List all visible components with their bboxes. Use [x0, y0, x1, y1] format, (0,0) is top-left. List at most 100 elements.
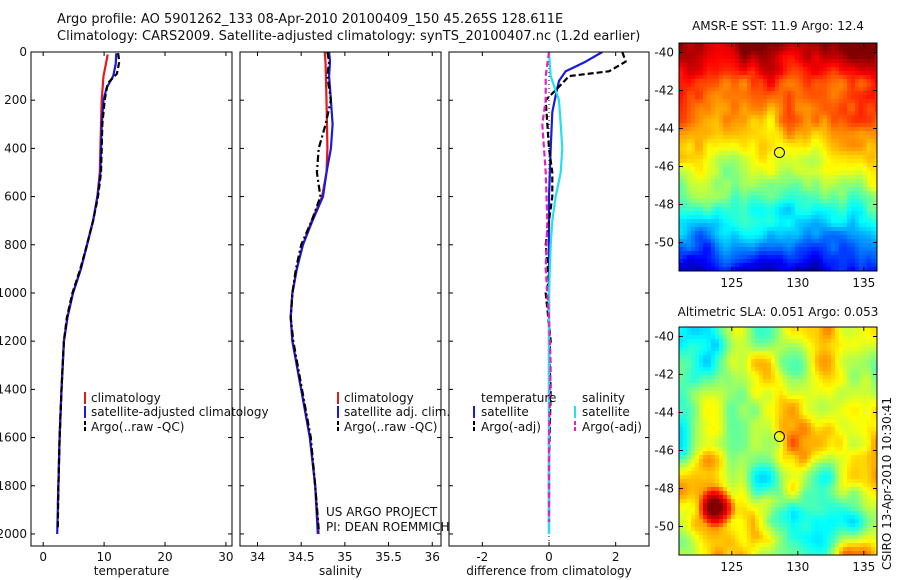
map-pixel: [815, 151, 820, 156]
map-pixel: [727, 79, 732, 84]
map-pixel: [871, 243, 876, 248]
map-pixel: [711, 267, 716, 271]
map-pixel: [791, 483, 796, 488]
map-pixel: [823, 407, 828, 412]
map-pixel: [831, 71, 836, 76]
map-pixel: [755, 243, 760, 248]
map-pixel: [691, 399, 696, 404]
map-pixel: [687, 443, 692, 448]
map-pixel: [771, 451, 776, 456]
map-pixel: [739, 239, 744, 244]
map-pixel: [823, 179, 828, 184]
map-pixel: [727, 139, 732, 144]
map-pixel: [831, 171, 836, 176]
map-pixel: [751, 387, 756, 392]
map-pixel: [755, 239, 760, 244]
map-pixel: [847, 363, 852, 368]
map-pixel: [751, 119, 756, 124]
map-pixel: [843, 475, 848, 480]
map-pixel: [711, 147, 716, 152]
map-pixel: [743, 51, 748, 56]
map-pixel: [827, 447, 832, 452]
map-pixel: [787, 187, 792, 192]
map-pixel: [823, 439, 828, 444]
map-pixel: [811, 451, 816, 456]
map-pixel: [839, 67, 844, 72]
map-pixel: [743, 219, 748, 224]
map-pixel: [711, 115, 716, 120]
map-pixel: [719, 151, 724, 156]
map-pixel: [767, 219, 772, 224]
map-pixel: [691, 211, 696, 216]
map-pixel: [859, 463, 864, 468]
map-pixel: [791, 375, 796, 380]
map-pixel: [771, 239, 776, 244]
map-pixel: [815, 387, 820, 392]
map-pixel: [775, 419, 780, 424]
map-pixel: [775, 199, 780, 204]
map-pixel: [859, 399, 864, 404]
map-pixel: [727, 339, 732, 344]
map-pixel: [699, 407, 704, 412]
map-pixel: [683, 63, 688, 68]
map-pixel: [803, 395, 808, 400]
map-pixel: [707, 171, 712, 176]
map-pixel: [739, 211, 744, 216]
map-pixel: [791, 247, 796, 252]
map-pixel: [863, 135, 868, 140]
map-pixel: [751, 91, 756, 96]
map-pixel: [847, 107, 852, 112]
map-pixel: [783, 403, 788, 408]
map-pixel: [759, 475, 764, 480]
map-pixel: [823, 111, 828, 116]
map-pixel: [759, 71, 764, 76]
map-pixel: [731, 95, 736, 100]
map-pixel: [855, 327, 860, 332]
map-pixel: [727, 179, 732, 184]
map-pixel: [703, 467, 708, 472]
map-pixel: [831, 239, 836, 244]
map-pixel: [795, 347, 800, 352]
map-pixel: [767, 387, 772, 392]
map-pixel: [699, 383, 704, 388]
map-pixel: [683, 87, 688, 92]
map-pixel: [839, 63, 844, 68]
map-pixel: [799, 343, 804, 348]
map-pixel: [831, 331, 836, 336]
map-pixel: [831, 379, 836, 384]
map-pixel: [823, 51, 828, 56]
map-pixel: [707, 479, 712, 484]
map-pixel: [683, 363, 688, 368]
map-pixel: [691, 147, 696, 152]
map-pixel: [807, 55, 812, 60]
map-pixel: [711, 367, 716, 372]
map-pixel: [863, 167, 868, 172]
map-pixel: [815, 143, 820, 148]
map-pixel: [751, 79, 756, 84]
map-pixel: [719, 139, 724, 144]
map-pixel: [699, 63, 704, 68]
map-pixel: [839, 171, 844, 176]
map-pixel: [679, 455, 684, 460]
map-pixel: [683, 115, 688, 120]
map-pixel: [859, 411, 864, 416]
map-pixel: [863, 339, 868, 344]
map-pixel: [687, 247, 692, 252]
map-pixel: [819, 83, 824, 88]
map-pixel: [839, 183, 844, 188]
map-pixel: [739, 371, 744, 376]
map-pixel: [763, 159, 768, 164]
map-pixel: [723, 47, 728, 52]
map-pixel: [747, 467, 752, 472]
map-pixel: [863, 267, 868, 271]
map-pixel: [791, 51, 796, 56]
map-pixel: [839, 351, 844, 356]
map-pixel: [823, 331, 828, 336]
map-pixel: [711, 167, 716, 172]
map-pixel: [783, 327, 788, 332]
map-pixel: [767, 419, 772, 424]
map-pixel: [683, 491, 688, 496]
map-pixel: [855, 51, 860, 56]
map-pixel: [707, 59, 712, 64]
map-pixel: [759, 459, 764, 464]
